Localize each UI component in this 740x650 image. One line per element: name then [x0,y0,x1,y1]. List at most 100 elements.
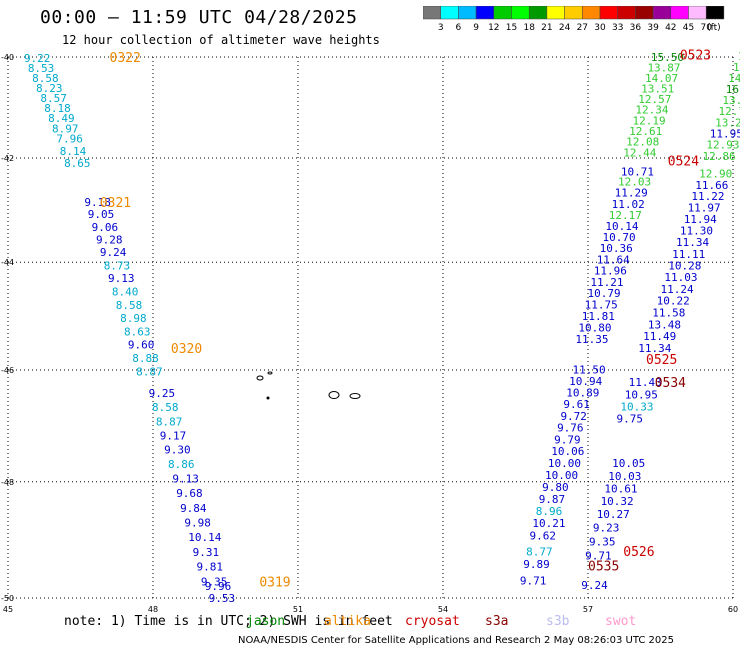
wave-height-value: 10.22 [657,295,690,308]
lat-tick-label: -44 [1,258,14,267]
wave-height-value: 10.95 [625,388,658,401]
wave-height-value: 8.65 [64,157,91,170]
wave-height-value: 8.87 [136,366,163,379]
wave-height-value: 11.97 [688,202,721,215]
wave-height-value: 11.95 [710,127,740,140]
wave-height-value: 9.30 [164,444,191,457]
colorbar-tick-label: 18 [523,23,535,33]
wave-height-value: 10.32 [601,495,634,508]
island-crozet-2 [267,371,273,375]
wave-height-value: 11.21 [590,276,623,289]
wave-height-value: 9.24 [581,579,608,592]
track-label-altika: 0320 [171,342,202,357]
wave-height-value: 10.79 [588,287,621,300]
colorbar-tick-label: 39 [647,23,659,33]
wave-height-value: 9.05 [88,208,115,221]
wave-height-value: 8.40 [112,286,138,299]
wave-height-value: 14.50 [728,72,740,85]
wave-height-value: 8.63 [124,325,151,338]
colorbar-tick-label: 45 [683,23,694,33]
wave-height-value: 11.49 [643,330,676,343]
colorbar-tick-label: 6 [456,23,462,33]
wave-height-value: 9.17 [160,429,187,442]
wave-height-value: 11.34 [638,342,671,355]
track-label-cryosat: 0524 [668,155,699,170]
colorbar-tick-label: 15 [506,23,517,33]
lon-tick-label: 54 [438,605,448,612]
wave-height-value: 9.22 [24,52,51,65]
wave-height-value: 10.80 [578,322,611,335]
wave-height-value: 11.66 [695,179,728,192]
track-label-cryosat: 0523 [680,49,711,64]
wave-height-value: 8.87 [156,415,183,428]
wave-height-value: 11.96 [594,265,627,278]
sat-label-jason: jason [246,614,286,629]
wave-height-value: 10.71 [621,165,654,178]
colorbar-tick-label: 42 [665,23,676,33]
wave-height-value: 9.72 [560,410,587,423]
wave-height-value: 11.81 [582,310,615,323]
wave-height-value: 12.61 [629,125,662,138]
wave-height-value: 9.79 [554,433,581,446]
wave-height-value: 13.43 [722,94,740,107]
wave-height-value: 9.06 [92,221,119,234]
colorbar-tick-label: 30 [594,23,606,33]
islands [256,371,361,400]
wave-height-value: 12.93 [706,139,739,152]
colorbar-tick-label: 36 [630,23,642,33]
wave-height-value: 16.11 [726,83,740,96]
wave-height-value: 10.14 [605,220,638,233]
colorbar-tick-label: 24 [559,23,571,33]
track-labels: 0322032103200319052305240525052605340530… [100,49,711,591]
wave-height-value: 9.98 [184,517,211,530]
sat-label-s3a: s3a [485,614,509,629]
lon-tick-label: 45 [3,605,13,612]
wave-height-value: 14.3 [733,61,740,74]
wave-height-value: 9.23 [593,522,620,535]
wave-height-value: 12.19 [632,114,665,127]
track-label-s3a: 0534 [655,376,686,391]
wave-height-value: 10.61 [604,483,637,496]
wave-height-value: 10.27 [597,508,630,521]
wave-height-value: 11.75 [585,298,618,311]
wave-height-value: 9.62 [530,529,557,542]
wave-height-value: 8.49 [48,112,75,125]
wave-height-value: 12.74 [719,105,740,118]
wave-height-value: 8.58 [32,72,59,85]
wave-height-value: 9.81 [197,561,224,574]
sat-label-altika: altika [324,614,371,629]
wave-height-value: 11.24 [661,283,694,296]
wave-height-value: 9.13 [172,472,199,485]
wave-height-value: 9.24 [100,246,127,259]
footer-credit: NOAA/NESDIS Center for Satellite Applica… [238,635,674,646]
wave-height-value: 13.51 [641,82,674,95]
track-label-s3a: 0535 [588,560,619,575]
wave-height-value: 9.71 [585,550,612,563]
colorbar-legend: 3 6 9 12 15 18 21 24 27 30 33 36 39 42 45 70(ft) [423,6,725,33]
wave-height-value: 8.88 [132,352,159,365]
lat-tick-label: -48 [1,478,14,487]
wave-height-value: 10.70 [603,231,636,244]
colorbar-tick-label: 27 [577,23,588,33]
wave-height-value: 10.28 [668,259,701,272]
wave-height-value: 8.96 [536,505,563,518]
wave-height-value: 9.71 [520,574,547,587]
wave-height-value: 8.97 [52,122,79,135]
wave-height-value: 10.05 [612,457,645,470]
sat-label-cryosat: cryosat [405,614,460,629]
wave-height-value: 13.25 [715,116,740,129]
axis-labels: -40 -42 -44 -46 -48 -50 45 48 51 54 57 60 [1,53,738,612]
wave-height-value: 12.90 [699,167,732,180]
wave-height-value: 7.96 [56,133,82,146]
wave-height-value: 9.68 [176,487,203,500]
wave-height-value: 10.14 [188,531,221,544]
colorbar-tick-label: 3 [438,23,444,33]
wave-height-value: 10.36 [600,242,633,255]
track-label-altika: 0319 [259,575,290,590]
wave-height-value: 9.60 [128,338,155,351]
colorbar-tick-label: 12 [488,23,499,33]
wave-height-value: 10.21 [532,517,565,530]
track-label-altika: 0322 [110,51,141,66]
island-crozet-3 [266,396,270,400]
